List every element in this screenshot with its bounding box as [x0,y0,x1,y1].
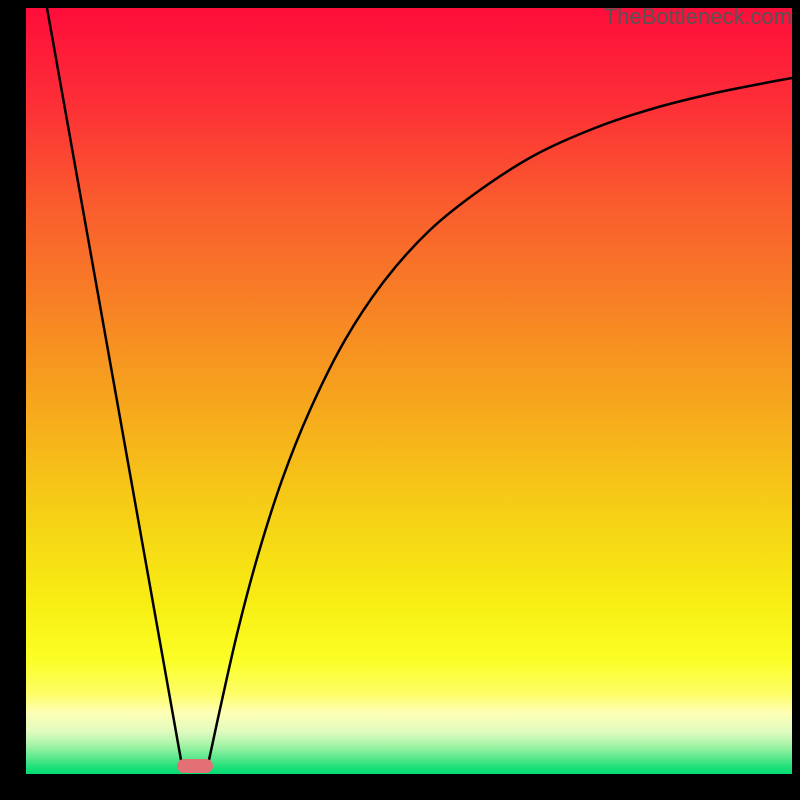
bottleneck-chart [0,0,800,800]
chart-plot-area [26,8,792,774]
chart-marker-pill [177,759,213,773]
chart-svg [0,0,800,800]
watermark-text: TheBottleneck.com [604,4,792,30]
